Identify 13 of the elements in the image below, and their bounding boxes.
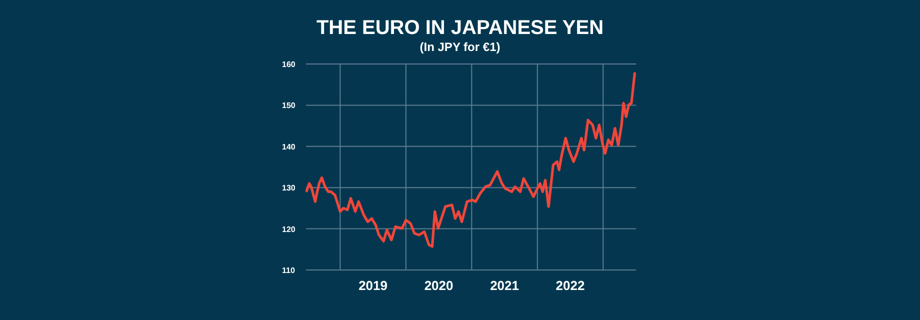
line-series xyxy=(305,72,636,248)
y-tick-label: 130 xyxy=(282,184,296,193)
y-tick-label: 140 xyxy=(282,142,296,152)
x-tick-label: 2020 xyxy=(424,278,454,293)
x-tick-label: 2021 xyxy=(490,278,519,293)
x-tick-label: 2022 xyxy=(556,278,585,293)
chart-subtitle: (In JPY for €1) xyxy=(420,40,500,54)
x-tick-label: 2019 xyxy=(358,278,388,293)
chart-title: THE EURO IN JAPANESE YEN xyxy=(316,17,604,39)
y-tick-label: 110 xyxy=(282,266,296,275)
y-tick-label: 160 xyxy=(282,60,296,69)
y-tick-label: 150 xyxy=(282,101,296,110)
y-tick-label: 120 xyxy=(282,224,296,234)
